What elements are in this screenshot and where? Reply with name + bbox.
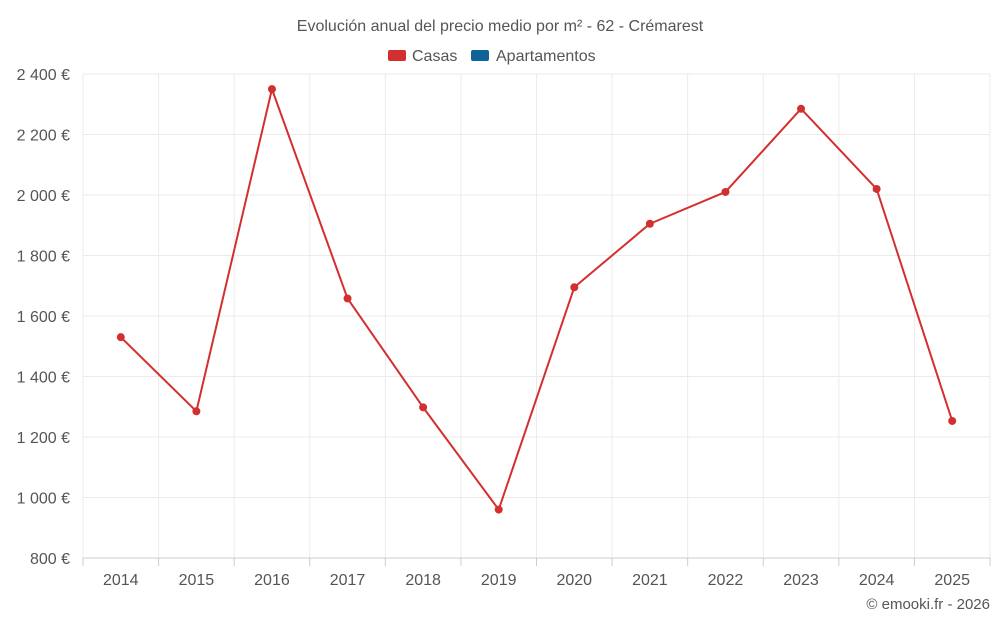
x-tick-label: 2021: [632, 572, 668, 589]
data-point[interactable]: [494, 505, 503, 514]
legend-label-casas: Casas: [412, 48, 457, 65]
credit-text: © emooki.fr - 2026: [866, 596, 990, 613]
x-tick-label: 2014: [103, 572, 139, 589]
legend-swatch-casas: [388, 50, 406, 61]
y-axis: 800 € 1 000 € 1 200 € 1 400 € 1 600 € 1 800 €…: [17, 67, 70, 568]
x-tick-label: 2025: [934, 572, 970, 589]
data-point[interactable]: [116, 333, 125, 342]
x-axis: 2014 2015 2016 2017 2018 2019 2020 2021 2022 2023…: [82, 557, 991, 589]
x-tick-label: 2020: [556, 572, 592, 589]
x-tick-label: 2015: [179, 572, 215, 589]
x-tick-label: 2016: [254, 572, 290, 589]
data-point[interactable]: [797, 104, 806, 113]
y-tick-label: 800 €: [30, 551, 70, 568]
x-tick-label: 2018: [405, 572, 441, 589]
legend-swatch-apartamentos: [471, 50, 489, 61]
x-tick-label: 2017: [330, 572, 366, 589]
data-point[interactable]: [721, 187, 730, 196]
data-point[interactable]: [419, 403, 428, 412]
series-line: [120, 88, 954, 511]
data-point[interactable]: [948, 416, 957, 425]
x-gridlines: [82, 74, 991, 558]
x-tick-label: 2022: [708, 572, 744, 589]
series-casas: [116, 85, 957, 514]
data-point[interactable]: [872, 184, 881, 193]
legend: Casas Apartamentos: [388, 48, 596, 65]
y-tick-label: 2 400 €: [17, 67, 70, 84]
y-tick-label: 2 000 €: [17, 188, 70, 205]
legend-item-apartamentos[interactable]: Apartamentos: [471, 48, 596, 65]
data-point[interactable]: [645, 219, 654, 228]
y-tick-label: 1 000 €: [17, 491, 70, 508]
y-tick-label: 1 800 €: [17, 249, 70, 266]
y-tick-label: 1 200 €: [17, 430, 70, 447]
data-point[interactable]: [192, 407, 201, 416]
data-point[interactable]: [267, 85, 276, 94]
y-tick-label: 1 400 €: [17, 370, 70, 387]
x-tick-label: 2024: [859, 572, 895, 589]
y-tick-label: 1 600 €: [17, 309, 70, 326]
chart-title: Evolución anual del precio medio por m² …: [297, 18, 704, 35]
data-point[interactable]: [570, 283, 579, 292]
legend-label-apartamentos: Apartamentos: [496, 48, 596, 65]
legend-item-casas[interactable]: Casas: [388, 48, 457, 65]
x-tick-label: 2019: [481, 572, 517, 589]
y-tick-label: 2 200 €: [17, 128, 70, 145]
x-tick-label: 2023: [783, 572, 819, 589]
data-point[interactable]: [343, 294, 352, 303]
